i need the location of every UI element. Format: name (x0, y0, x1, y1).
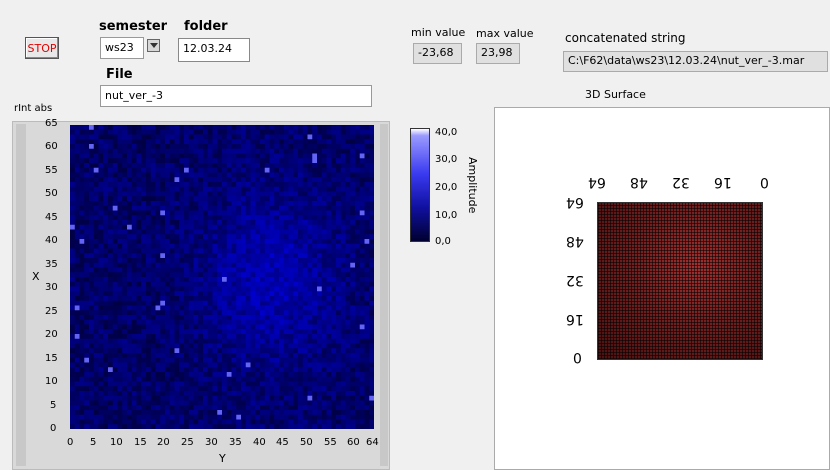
y-tick: 55 (45, 165, 58, 176)
surface-top-tick: 48 (630, 174, 648, 190)
x-tick: 50 (300, 437, 313, 448)
file-label: File (106, 67, 133, 82)
colorbar-tick: 0,0 (435, 236, 451, 247)
graph-right-scrollbar[interactable] (380, 124, 388, 466)
surface-title: 3D Surface (585, 88, 646, 101)
x-tick: 60 (347, 437, 360, 448)
x-tick: 64 (366, 437, 379, 448)
surface-side-tick: 16 (566, 311, 584, 327)
intensity-heatmap (70, 125, 375, 430)
y-tick: 5 (50, 400, 57, 411)
semester-label: semester (99, 19, 168, 34)
x-tick: 55 (324, 437, 337, 448)
colorbar-tick: 10,0 (435, 210, 458, 221)
surface-top-tick: 64 (588, 174, 606, 190)
y-tick: 65 (45, 118, 58, 129)
graph-left-scrollbar[interactable] (16, 124, 26, 466)
surface-side-tick: 32 (566, 272, 584, 288)
colorbar-tick: 30,0 (435, 154, 458, 165)
x-tick: 35 (229, 437, 242, 448)
x-tick: 5 (90, 437, 97, 448)
amplitude-colorbar[interactable] (410, 128, 430, 242)
y-tick: 15 (45, 353, 58, 364)
surface-top-tick: 16 (714, 174, 732, 190)
y-tick: 20 (45, 329, 58, 340)
concatenated-string-indicator: C:\F62\data\ws23\12.03.24\nut_ver_-3.mar (563, 51, 828, 72)
surface-top-tick: 0 (760, 174, 769, 190)
y-tick: 25 (45, 306, 58, 317)
x-tick: 40 (253, 437, 266, 448)
stop-button[interactable]: STOP (25, 37, 59, 59)
intensity-graph-title: rInt abs (14, 103, 53, 114)
colorbar-tick: 40,0 (435, 127, 458, 138)
y-tick: 40 (45, 235, 58, 246)
y-tick: 0 (50, 423, 57, 434)
x-tick: 45 (276, 437, 289, 448)
x-tick: 0 (67, 437, 74, 448)
semester-ring[interactable]: ws23 (100, 37, 144, 59)
concatenated-string-label: concatenated string (565, 31, 686, 45)
surface-side-tick: 48 (566, 233, 584, 249)
y-tick: 50 (45, 188, 58, 199)
x-tick: 25 (181, 437, 194, 448)
y-tick: 60 (45, 141, 58, 152)
y-tick: 10 (45, 376, 58, 387)
max-value-label: max value (476, 27, 534, 40)
y-tick: 30 (45, 282, 58, 293)
x-tick: 10 (110, 437, 123, 448)
semester-dropdown-arrow-icon[interactable] (147, 39, 160, 52)
x-tick: 20 (157, 437, 170, 448)
folder-field[interactable]: 12.03.24 (178, 38, 250, 62)
x-tick: 30 (205, 437, 218, 448)
surface-side-tick: 64 (566, 194, 584, 210)
min-value-label: min value (411, 26, 466, 39)
surface-plot[interactable] (597, 202, 763, 360)
y-tick: 45 (45, 212, 58, 223)
min-value-indicator: -23,68 (413, 43, 462, 64)
colorbar-label: Amplitude (466, 157, 479, 214)
y-tick: 35 (45, 259, 58, 270)
surface-top-tick: 32 (672, 174, 690, 190)
x-axis-label: Y (219, 452, 226, 465)
y-axis-label: X (32, 270, 40, 283)
x-tick: 15 (134, 437, 147, 448)
folder-label: folder (184, 19, 228, 34)
max-value-indicator: 23,98 (476, 43, 520, 64)
colorbar-tick: 20,0 (435, 182, 458, 193)
intensity-graph-plot[interactable] (70, 125, 375, 430)
surface-side-tick: 0 (573, 349, 582, 365)
file-field[interactable]: nut_ver_-3 (100, 85, 372, 107)
